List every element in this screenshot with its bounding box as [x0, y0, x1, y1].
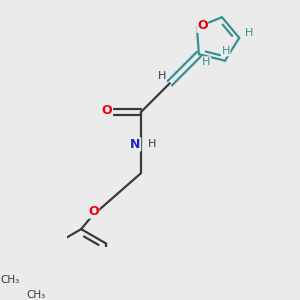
Text: CH₃: CH₃: [1, 275, 20, 285]
Text: O: O: [197, 19, 208, 32]
Text: H: H: [158, 70, 166, 81]
Text: H: H: [222, 46, 230, 56]
Text: H: H: [148, 139, 156, 149]
Text: CH₃: CH₃: [26, 290, 45, 300]
Text: N: N: [130, 138, 141, 151]
Text: O: O: [88, 205, 99, 218]
Text: H: H: [202, 57, 211, 67]
Text: O: O: [102, 104, 112, 117]
Text: H: H: [245, 28, 254, 38]
